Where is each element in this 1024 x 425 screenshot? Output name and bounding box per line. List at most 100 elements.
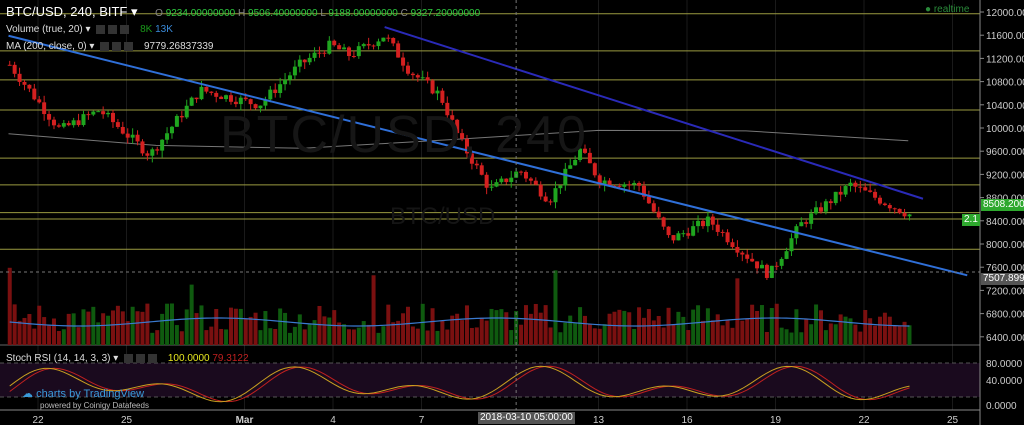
candle-body [76,120,81,126]
volume-bar [897,325,902,345]
candle-body [671,235,676,241]
volume-bar [283,312,288,345]
candle-body [661,217,666,227]
volume-bar [445,329,450,345]
volume-bar [479,317,484,345]
candle-body [101,111,106,115]
volume-bar [696,305,701,345]
candle-body [853,182,858,187]
candle-body [396,43,401,58]
hide-icon[interactable] [108,24,118,34]
volume-bar [396,320,401,345]
candle-body [165,133,170,140]
volume-bar [219,328,224,345]
candle-body [627,184,632,186]
candle-body [7,64,12,66]
price-tick-label: 7600.0000 [986,263,1024,274]
volume-bar [794,309,799,345]
volume-bar [784,329,789,345]
crosshair-price-tag: 7507.8997 [981,273,1024,285]
time-tick-label: 22 [858,415,870,425]
candle-body [843,186,848,195]
candle-body [278,84,283,93]
volume-bar [602,324,607,345]
volume-bar [342,324,347,345]
volume-bar [337,322,342,345]
volume-bar [307,323,312,345]
candle-body [155,149,160,151]
candle-body [17,73,22,82]
candle-body [494,182,499,187]
volume-bar [484,320,489,345]
candle-body [228,95,233,102]
close-icon[interactable] [124,41,134,51]
volume-bar [381,326,386,345]
volume-bar [101,313,106,345]
settings-icon[interactable] [96,24,106,34]
candle-body [460,133,465,139]
symbol-legend[interactable]: BTC/USD, 240, BITF ▾ O 9234.00000000 H 9… [6,4,481,19]
candle-body [405,65,410,74]
volume-bar [548,327,553,345]
volume-bar [558,332,563,345]
candle-body [632,182,637,185]
candle-body [160,139,165,151]
volume-bar [755,310,760,345]
hide-icon[interactable] [112,41,122,51]
candle-body [71,120,76,126]
candle-body [174,115,179,127]
volume-bar [248,316,253,345]
candle-body [582,148,587,153]
volume-bar [135,311,140,345]
candle-body [868,190,873,192]
volume-legend[interactable]: Volume (true, 20) ▾ 8K 13K [6,24,173,35]
candle-body [199,86,204,100]
volume-bar [440,320,445,345]
volume-bar [799,332,804,345]
candle-body [597,175,602,185]
volume-bar [61,329,66,345]
volume-bar [804,318,809,345]
candles [7,34,912,281]
volume-bar [17,320,22,345]
candle-body [469,153,474,164]
stoch-legend[interactable]: Stoch RSI (14, 14, 3, 3) ▾ 100.0000 79.3… [6,353,249,364]
candle-body [233,101,238,105]
candle-body [705,216,710,227]
tradingview-logo[interactable]: ☁ charts by TradingView [22,388,145,400]
candle-body [592,163,597,176]
candle-body [464,138,469,154]
candle-body [135,134,140,142]
price-tick-label: 6800.0000 [986,310,1024,321]
candle-body [887,205,892,209]
close-icon[interactable] [120,24,130,34]
last-price-tag: 8508.2000 [981,199,1024,211]
volume-bar [287,332,292,345]
candle-body [415,75,420,78]
volume-bar [587,324,592,345]
candle-body [22,81,27,85]
close-icon[interactable] [148,353,158,363]
volume-bar [651,320,656,345]
volume-bar [578,307,583,345]
volume-bar [204,330,209,345]
ma-legend[interactable]: MA (200, close, 0) ▾ 9779.26837339 [6,41,214,52]
volume-bar [47,325,52,345]
settings-icon[interactable] [124,353,134,363]
symbol-title[interactable]: BTC/USD, 240, BITF [6,4,128,19]
volume-bar [405,306,410,345]
hide-icon[interactable] [136,353,146,363]
volume-bar [779,327,784,345]
candle-body [548,201,553,203]
candle-body [366,44,371,46]
price-tick-label: 10000.0000 [986,124,1024,135]
volume-bar [907,325,912,345]
candle-body [735,246,740,253]
candle-body [681,233,686,235]
ma200-line [8,129,909,149]
settings-icon[interactable] [100,41,110,51]
candle-body [184,105,189,118]
volume-bar [351,329,356,345]
volume-bar [464,305,469,345]
